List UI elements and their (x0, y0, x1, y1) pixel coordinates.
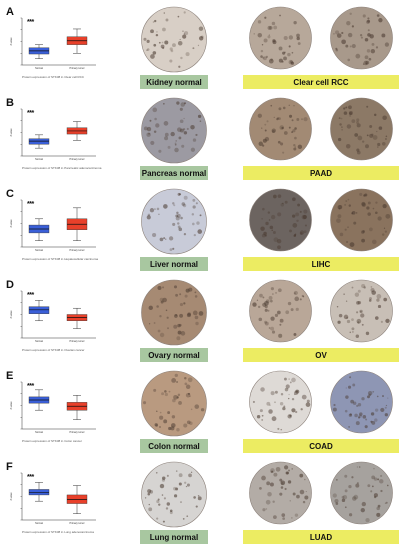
x-tick-label: Normal (35, 67, 43, 70)
significance-marker: *** (27, 201, 34, 208)
tumor-box (67, 486, 87, 514)
tumor-tissue-image (324, 188, 399, 252)
normal-box (29, 482, 49, 501)
plot-caption: Protein expression of STK38 in Colon can… (22, 439, 82, 443)
normal-tissue-label: Lung normal (140, 530, 208, 544)
tumor-tissue-image (243, 188, 318, 252)
normal-box (29, 135, 49, 148)
significance-marker: *** (27, 383, 34, 390)
x-tick-label: Normal (35, 522, 43, 525)
normal-tissue-image (140, 279, 208, 346)
tumor-tissue-image (243, 279, 318, 343)
normal-tissue-label: Pancreas normal (140, 166, 208, 180)
panel-row: A Z-value Normal Primary tumor *** Protein ex… (0, 6, 408, 96)
y-axis-label: Z-value (10, 401, 13, 410)
panel-row: D Z-value Normal Primary tumor *** Protein ex… (0, 279, 408, 369)
tumor-type-label: PAAD (243, 166, 399, 180)
box-plot: Z-value Normal Primary tumor (4, 104, 104, 164)
x-tick-label: Normal (35, 249, 43, 252)
tumor-tissue-image (243, 97, 318, 161)
normal-box (29, 390, 49, 410)
x-tick-label: Primary tumor (69, 340, 84, 343)
tumor-box (67, 395, 87, 419)
plot-caption: Protein expression of STK38 in Clear cel… (22, 75, 84, 79)
tumor-type-label: LUAD (243, 530, 399, 544)
tumor-tissue-image (243, 6, 318, 70)
tumor-tissue-image (243, 461, 318, 525)
x-tick-label: Normal (35, 340, 43, 343)
x-tick-label: Primary tumor (69, 431, 84, 434)
box-plot: Z-value Normal Primary tumor (4, 468, 104, 528)
y-axis-label: Z-value (10, 310, 13, 319)
tumor-type-label: LIHC (243, 257, 399, 271)
tumor-box (67, 122, 87, 141)
box-plot: Z-value Normal Primary tumor (4, 195, 104, 255)
plot-caption: Protein expression of STK38 in Hepatocel… (22, 257, 98, 261)
panel-row: C Z-value Normal Primary tumor *** Protein ex… (0, 188, 408, 278)
normal-box (29, 219, 49, 241)
tumor-tissue-image (324, 370, 399, 434)
x-tick-label: Normal (35, 431, 43, 434)
tumor-type-label: OV (243, 348, 399, 362)
tumor-tissue-image (324, 279, 399, 343)
normal-box (29, 45, 49, 59)
tumor-box (67, 208, 87, 241)
normal-tissue-label: Colon normal (140, 439, 208, 453)
plot-caption: Protein expression of STK38 in Pancreati… (22, 166, 101, 170)
x-tick-label: Normal (35, 158, 43, 161)
y-axis-label: Z-value (10, 128, 13, 137)
normal-tissue-image (140, 370, 208, 437)
x-tick-label: Primary tumor (69, 67, 84, 70)
tumor-tissue-image (324, 6, 399, 70)
significance-marker: *** (27, 110, 34, 117)
normal-tissue-image (140, 97, 208, 164)
y-axis-label: Z-value (10, 492, 13, 501)
x-tick-label: Primary tumor (69, 249, 84, 252)
normal-tissue-image (140, 188, 208, 255)
normal-box (29, 300, 49, 320)
tumor-box (67, 29, 87, 53)
panel-row: B Z-value Normal Primary tumor *** Protein ex… (0, 97, 408, 187)
plot-caption: Protein expression of STK38 in Ovarian c… (22, 348, 85, 352)
normal-tissue-label: Liver normal (140, 257, 208, 271)
panel-row: E Z-value Normal Primary tumor *** Protein ex… (0, 370, 408, 460)
plot-caption: Protein expression of STK38 in Lung aden… (22, 530, 94, 534)
tumor-tissue-image (324, 97, 399, 161)
tumor-box (67, 308, 87, 328)
significance-marker: *** (27, 292, 34, 299)
normal-tissue-label: Kidney normal (140, 75, 208, 89)
box-plot: Z-value Normal Primary tumor (4, 13, 104, 73)
tumor-tissue-image (324, 461, 399, 525)
x-tick-label: Primary tumor (69, 522, 84, 525)
tumor-type-label: COAD (243, 439, 399, 453)
box-plot: Z-value Normal Primary tumor (4, 377, 104, 437)
box-plot: Z-value Normal Primary tumor (4, 286, 104, 346)
x-tick-label: Primary tumor (69, 158, 84, 161)
normal-tissue-label: Ovary normal (140, 348, 208, 362)
y-axis-label: Z-value (10, 219, 13, 228)
tumor-type-label: Clear cell RCC (243, 75, 399, 89)
normal-tissue-image (140, 461, 208, 528)
tumor-tissue-image (243, 370, 318, 434)
significance-marker: *** (27, 19, 34, 26)
panel-row: F Z-value Normal Primary tumor *** Protein ex… (0, 461, 408, 551)
significance-marker: *** (27, 474, 34, 481)
normal-tissue-image (140, 6, 208, 73)
y-axis-label: Z-value (10, 37, 13, 46)
